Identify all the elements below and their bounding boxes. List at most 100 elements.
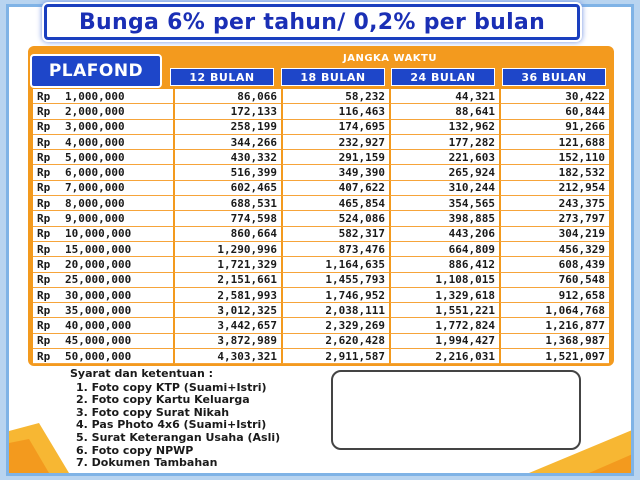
table-row: Rp 8,000,000 688,531 465,854 354,565 243,375 xyxy=(33,196,609,212)
installment-12-cell: 1,290,996 xyxy=(173,241,281,258)
plafond-amount: 35,000,000 xyxy=(65,303,132,317)
installment-24-cell: 443,206 xyxy=(389,226,499,242)
plafond-cell: Rp 50,000,000 xyxy=(33,349,173,365)
currency-label: Rp xyxy=(37,150,51,164)
table-row: Rp 10,000,000 860,664 582,317 443,206 304,219 xyxy=(33,226,609,242)
installment-36-cell: 121,688 xyxy=(499,134,609,151)
table-row: Rp 50,000,000 4,303,321 2,911,587 2,216,031 1… xyxy=(33,349,609,365)
installment-36-cell: 608,439 xyxy=(499,257,609,273)
plafond-cell: Rp 15,000,000 xyxy=(33,242,173,258)
currency-label: Rp xyxy=(37,288,51,302)
currency-label: Rp xyxy=(37,196,51,210)
table-row: Rp 4,000,000 344,266 232,927 177,282 121,688 xyxy=(33,134,609,151)
requirements-title: Syarat dan ketentuan : xyxy=(70,367,214,380)
plafond-cell: Rp 10,000,000 xyxy=(33,227,173,242)
requirement-item: 5. Surat Keterangan Usaha (Asli) xyxy=(76,430,281,444)
installment-24-cell: 664,809 xyxy=(389,241,499,258)
jangka-waktu-label: JANGKA WAKTU xyxy=(342,53,438,64)
installment-12-cell: 4,303,321 xyxy=(173,349,281,365)
installment-24-cell: 1,329,618 xyxy=(389,287,499,304)
installment-24-cell: 354,565 xyxy=(389,196,499,212)
installment-24-cell: 398,885 xyxy=(389,211,499,227)
plafond-cell: Rp 8,000,000 xyxy=(33,196,173,212)
currency-label: Rp xyxy=(37,227,51,241)
requirement-item: 3. Foto copy Surat Nikah xyxy=(76,405,230,419)
installment-12-cell: 688,531 xyxy=(173,196,281,212)
installment-18-cell: 2,329,269 xyxy=(281,318,389,334)
installment-36-cell: 1,064,768 xyxy=(499,303,609,319)
installment-18-cell: 873,476 xyxy=(281,241,389,258)
installment-24-cell: 132,962 xyxy=(389,119,499,135)
plafond-amount: 3,000,000 xyxy=(65,120,125,134)
plafond-amount: 25,000,000 xyxy=(65,273,132,287)
tenor-header-row: 12 BULAN 18 BULAN 24 BULAN 36 BULAN xyxy=(0,68,640,86)
installment-24-cell: 1,108,015 xyxy=(389,272,499,288)
currency-label: Rp xyxy=(37,181,51,195)
requirement-item: 6. Foto copy NPWP xyxy=(76,443,194,457)
installment-36-cell: 456,329 xyxy=(499,241,609,258)
installment-36-cell: 1,216,877 xyxy=(499,318,609,334)
requirement-item: 1. Foto copy KTP (Suami+Istri) xyxy=(76,380,267,394)
installment-18-cell: 2,911,587 xyxy=(281,349,389,365)
installment-12-cell: 516,399 xyxy=(173,165,281,181)
installment-18-cell: 291,159 xyxy=(281,150,389,166)
installment-36-cell: 152,110 xyxy=(499,150,609,166)
installment-24-cell: 265,924 xyxy=(389,165,499,181)
currency-label: Rp xyxy=(37,349,51,363)
installment-12-cell: 172,133 xyxy=(173,104,281,120)
installment-12-cell: 3,012,325 xyxy=(173,303,281,319)
installment-18-cell: 174,695 xyxy=(281,119,389,135)
plafond-amount: 5,000,000 xyxy=(65,150,125,164)
plafond-amount: 45,000,000 xyxy=(65,334,132,348)
installment-36-cell: 1,368,987 xyxy=(499,333,609,350)
plafond-header: PLAFOND xyxy=(30,54,162,88)
plafond-amount: 10,000,000 xyxy=(65,227,132,241)
table-row: Rp 40,000,000 3,442,657 2,329,269 1,772,824 1… xyxy=(33,318,609,334)
plafond-cell: Rp 45,000,000 xyxy=(33,334,173,350)
table-row: Rp 3,000,000 258,199 174,695 132,962 91,266 xyxy=(33,119,609,135)
plafond-cell: Rp 35,000,000 xyxy=(33,303,173,319)
currency-label: Rp xyxy=(37,319,51,333)
installment-24-cell: 221,603 xyxy=(389,150,499,166)
plafond-cell: Rp 2,000,000 xyxy=(33,104,173,120)
requirement-item: 7. Dokumen Tambahan xyxy=(76,456,218,470)
plafond-amount: 30,000,000 xyxy=(65,288,132,302)
installment-36-cell: 243,375 xyxy=(499,196,609,212)
table-row: Rp 20,000,000 1,721,329 1,164,635 886,412 608… xyxy=(33,257,609,273)
installment-18-cell: 2,620,428 xyxy=(281,333,389,350)
installment-36-cell: 1,521,097 xyxy=(499,349,609,365)
installment-18-cell: 1,746,952 xyxy=(281,287,389,304)
plafond-amount: 1,000,000 xyxy=(65,89,125,103)
installment-24-cell: 886,412 xyxy=(389,257,499,273)
table-row: Rp 35,000,000 3,012,325 2,038,111 1,551,221 1… xyxy=(33,303,609,319)
table-row: Rp 30,000,000 2,581,993 1,746,952 1,329,618 9… xyxy=(33,287,609,304)
installment-12-cell: 430,332 xyxy=(173,150,281,166)
plafond-cell: Rp 40,000,000 xyxy=(33,318,173,334)
installment-36-cell: 30,422 xyxy=(499,89,609,105)
requirements-items: 1. Foto copy KTP (Suami+Istri) 2. Foto co… xyxy=(70,380,330,470)
installment-18-cell: 1,455,793 xyxy=(281,272,389,288)
installment-12-cell: 3,872,989 xyxy=(173,333,281,350)
installment-18-cell: 58,232 xyxy=(281,89,389,105)
currency-label: Rp xyxy=(37,89,51,103)
installment-24-cell: 1,551,221 xyxy=(389,303,499,319)
contact-box xyxy=(331,370,581,450)
plafond-amount: 8,000,000 xyxy=(65,196,125,210)
installment-18-cell: 407,622 xyxy=(281,180,389,197)
plafond-cell: Rp 30,000,000 xyxy=(33,288,173,304)
installment-18-cell: 2,038,111 xyxy=(281,303,389,319)
currency-label: Rp xyxy=(37,257,51,271)
installment-12-cell: 344,266 xyxy=(173,134,281,151)
installment-36-cell: 760,548 xyxy=(499,272,609,288)
installment-12-cell: 774,598 xyxy=(173,211,281,227)
plafond-cell: Rp 3,000,000 xyxy=(33,120,173,135)
currency-label: Rp xyxy=(37,334,51,348)
plafond-amount: 4,000,000 xyxy=(65,135,125,149)
plafond-cell: Rp 25,000,000 xyxy=(33,273,173,288)
plafond-amount: 15,000,000 xyxy=(65,242,132,256)
plafond-amount: 6,000,000 xyxy=(65,166,125,180)
plafond-cell: Rp 4,000,000 xyxy=(33,135,173,151)
installment-24-cell: 310,244 xyxy=(389,180,499,197)
table-row: Rp 5,000,000 430,332 291,159 221,603 152,110 xyxy=(33,150,609,166)
tenor-header-12: 12 BULAN xyxy=(170,68,274,86)
